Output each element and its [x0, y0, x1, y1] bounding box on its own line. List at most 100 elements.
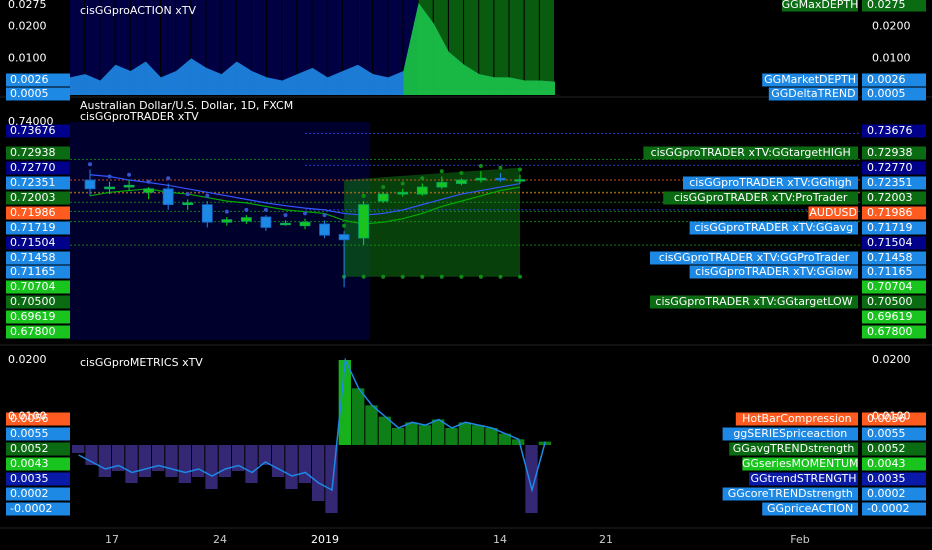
metrics-bar	[232, 445, 245, 471]
left-price-tag	[6, 87, 70, 101]
series-name-tag	[749, 472, 858, 486]
series-name-tag	[643, 146, 858, 160]
left-price-tag	[6, 176, 70, 190]
candle-body	[201, 204, 213, 223]
right-price-tag-value: 0.72770	[867, 161, 913, 174]
series-name-tag-text: cisGGproTRADER xTV:GGavg	[694, 221, 853, 234]
right-price-tag	[862, 325, 926, 339]
right-price-tag-value: 0.0055	[867, 427, 906, 440]
left-price-tag-text: -0.0002	[10, 502, 52, 515]
action-column	[388, 0, 403, 95]
series-name-tag	[762, 73, 858, 87]
metrics-bar	[485, 428, 498, 445]
left-price-tag	[6, 457, 70, 471]
right-tick-label: 0.0100	[872, 410, 911, 423]
right-tick-label: 0.0100	[872, 51, 911, 64]
action-column	[373, 0, 388, 95]
left-price-tag-text: 0.0052	[10, 442, 49, 455]
left-price-tag	[6, 502, 70, 516]
series-name-tag-text: AUDUSD	[809, 206, 857, 219]
left-tick-label: 0.0100	[8, 410, 47, 423]
right-price-tag	[862, 472, 926, 486]
metrics-bar	[432, 419, 445, 445]
right-price-tag	[862, 412, 926, 426]
left-price-tag-text: 0.69619	[10, 310, 56, 323]
series-name-tag	[768, 87, 858, 101]
right-price-tag	[862, 146, 926, 160]
right-price-tag-value: 0.0035	[867, 472, 906, 485]
left-price-tag	[6, 427, 70, 441]
candle-body	[319, 223, 330, 236]
signal-dot	[88, 162, 92, 167]
action-column	[267, 0, 282, 95]
action-column	[70, 0, 85, 95]
trader-panel-title: Australian Dollar/U.S. Dollar, 1D, FXCM	[80, 99, 293, 112]
left-price-tag	[6, 146, 70, 160]
left-price-tag	[6, 191, 70, 205]
candle-body	[514, 179, 526, 182]
right-price-tag-value: 0.70704	[867, 280, 913, 293]
left-price-tag-text: 0.71165	[10, 265, 56, 278]
left-price-tag	[6, 161, 70, 175]
metrics-bar	[192, 445, 205, 477]
series-name-tag	[683, 176, 858, 190]
candle-body	[260, 216, 272, 228]
metrics-bar	[498, 433, 511, 445]
signal-dot	[303, 211, 307, 216]
signal-dot	[459, 274, 464, 279]
signal-dot	[205, 193, 210, 198]
candle-body	[123, 184, 135, 188]
signal-dot	[518, 274, 522, 279]
candle-body	[377, 193, 389, 202]
signal-dot	[224, 209, 229, 214]
candle-body	[162, 188, 174, 206]
signal-dot	[420, 176, 425, 181]
series-name-tag-text: GGMaxDEPTH	[782, 0, 859, 11]
left-price-tag-text: 0.71986	[10, 206, 56, 219]
signal-dot	[478, 163, 483, 168]
right-price-tag-value: 0.70500	[867, 295, 913, 308]
x-tick-label: 17	[105, 533, 119, 546]
series-name-tag	[782, 0, 858, 12]
right-price-tag	[862, 206, 926, 220]
right-price-tag	[862, 487, 926, 501]
action-column	[282, 0, 297, 95]
right-price-tag-value: 0.67800	[867, 325, 913, 338]
right-price-tag-value: 0.71458	[867, 251, 913, 264]
signal-dot	[400, 181, 405, 186]
series-name-tag-text: cisGGproTRADER xTV:ProTrader	[674, 191, 848, 204]
series-name-tag	[808, 206, 858, 220]
signal-dot	[283, 213, 288, 218]
left-price-tag	[6, 280, 70, 294]
right-price-tag	[862, 295, 926, 309]
candle-body	[143, 188, 155, 193]
candle-body	[280, 222, 291, 226]
series-name-tag-text: cisGGproTRADER xTV:GGhigh	[689, 176, 851, 189]
series-name-tag-text: GGtrendSTRENGTH	[750, 472, 856, 485]
right-price-tag	[862, 161, 926, 175]
metrics-bar	[312, 445, 325, 501]
right-price-tag	[862, 442, 926, 456]
signal-dot	[342, 223, 347, 228]
action-panel	[70, 0, 555, 95]
right-price-tag	[862, 0, 926, 12]
metrics-bar	[405, 422, 418, 445]
metrics-bar	[512, 439, 525, 445]
series-name-tag	[722, 487, 858, 501]
right-price-tag	[862, 310, 926, 324]
signal-dot	[244, 207, 249, 212]
candle-body	[240, 217, 252, 222]
metrics-bar	[378, 416, 391, 445]
left-tick-label: 0.0200	[8, 20, 47, 33]
signal-dot	[420, 274, 425, 279]
trader-target-zone	[344, 167, 520, 277]
metrics-panel-title: cisGGproMETRICS xTV	[80, 356, 203, 369]
left-price-tag	[6, 487, 70, 501]
metrics-bar	[472, 425, 485, 445]
metrics-bar	[98, 445, 111, 477]
action-panel-title: cisGGproACTION xTV	[80, 4, 196, 17]
left-price-tag-text: 0.0005	[10, 87, 49, 100]
x-tick-label: 21	[599, 533, 613, 546]
